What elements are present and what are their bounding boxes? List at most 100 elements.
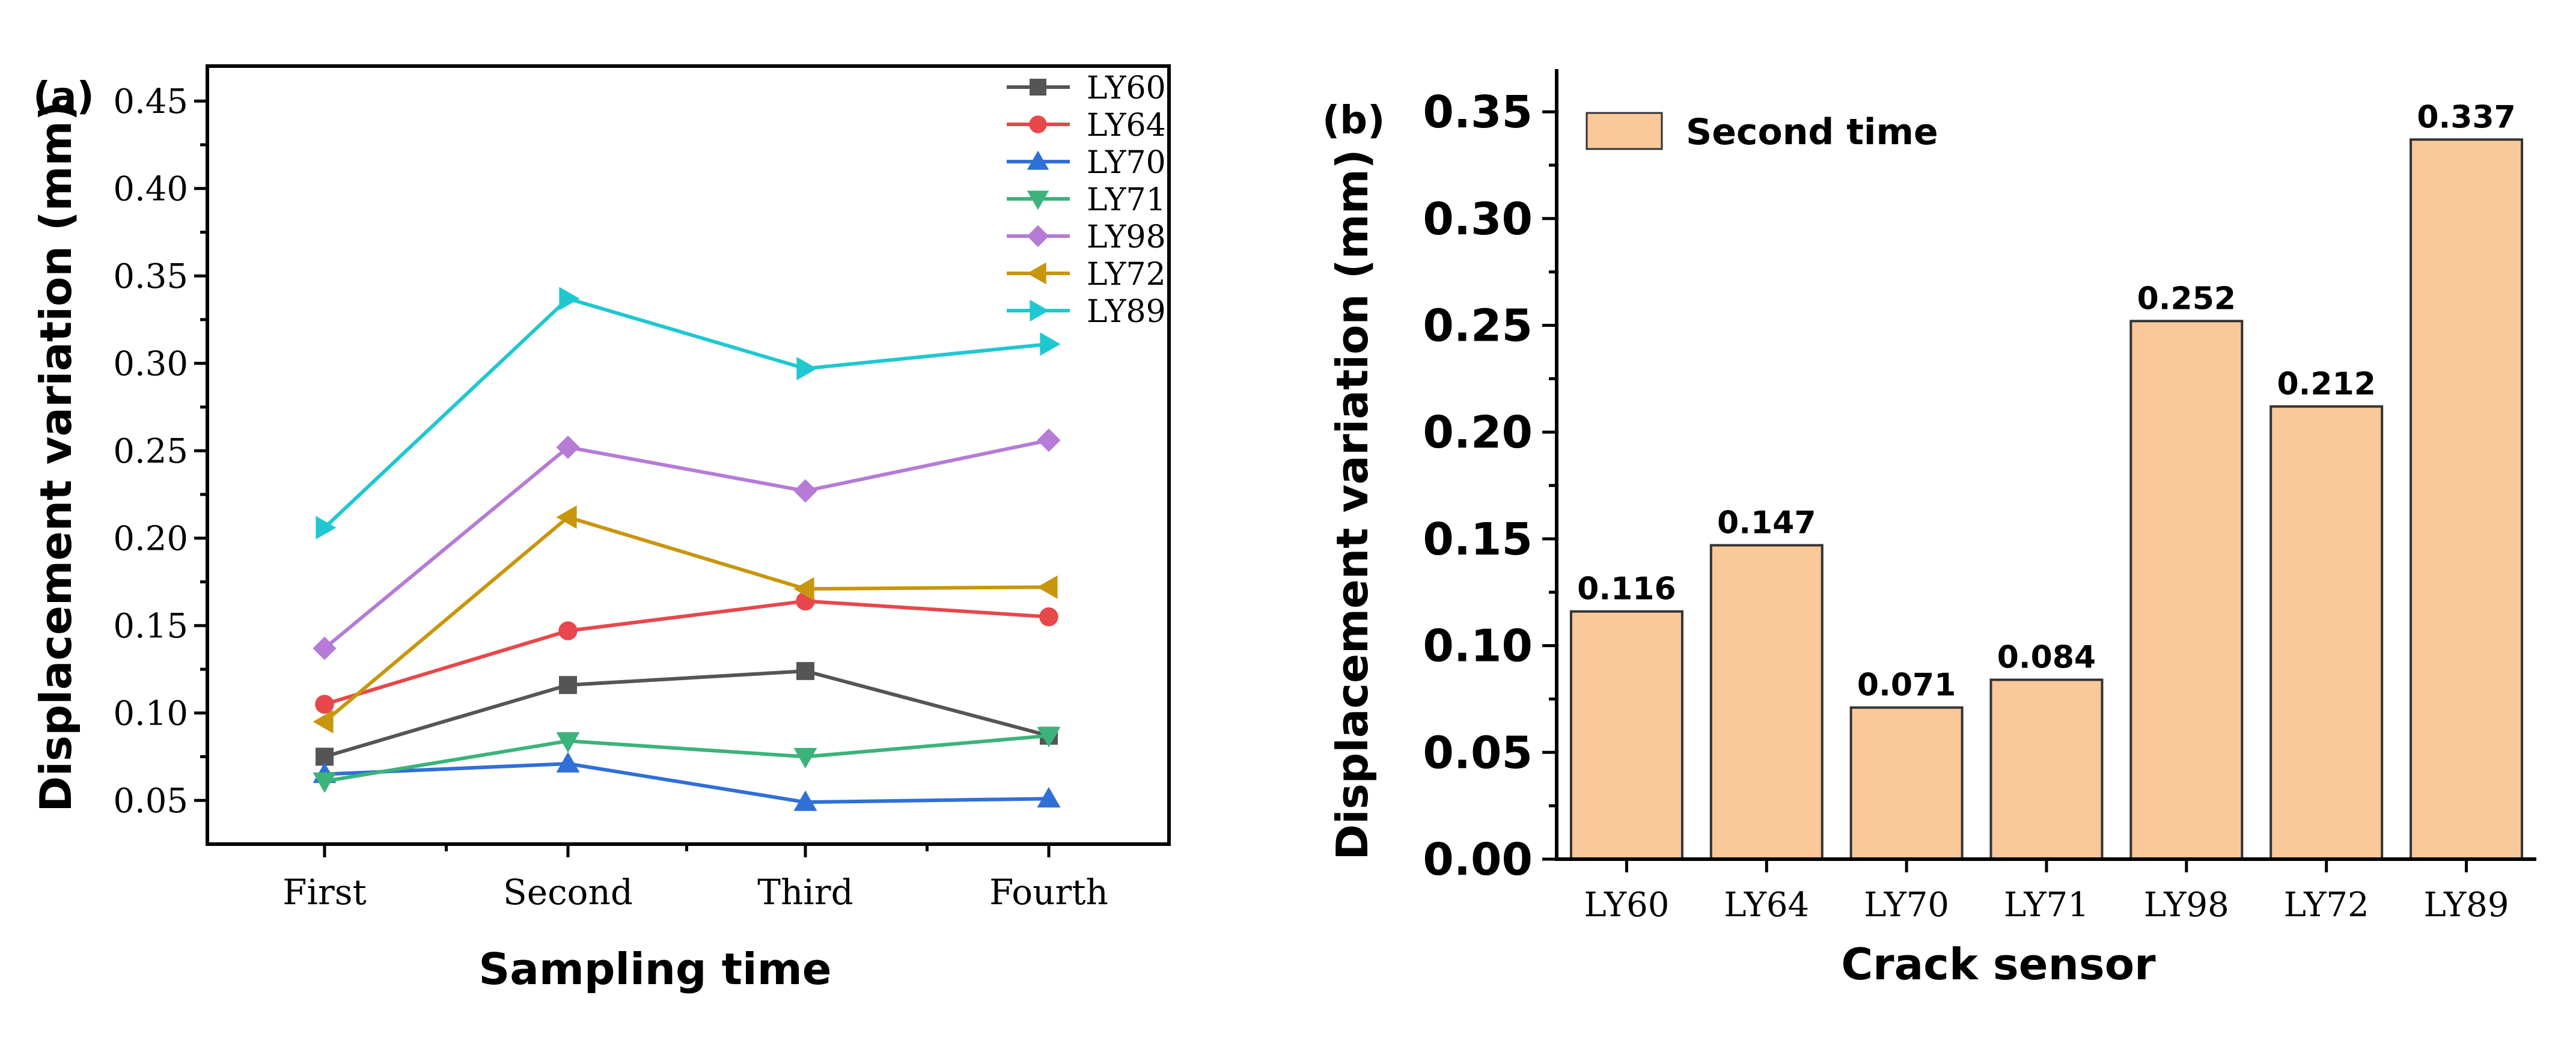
data-point-ly72 [793, 577, 814, 601]
panel-b-x-tick-label: LY71 [2004, 886, 2089, 925]
panel-a-y-axis-title: Displacement variation (mm) [31, 101, 81, 812]
series-ly72 [313, 505, 1058, 734]
panel-b-y-axis-title: Displacement variation (mm) [1327, 149, 1378, 860]
panel-b-x-tick-label: LY60 [1584, 886, 1670, 925]
data-point-ly71 [313, 772, 337, 793]
legend-label: LY89 [1087, 294, 1166, 330]
legend-marker [1029, 115, 1047, 133]
series-ly89 [316, 287, 1061, 540]
panel-b-y-tick-label: 0.00 [1423, 834, 1533, 886]
panel-b-y-tick-label: 0.15 [1423, 514, 1533, 565]
data-point-ly89 [1040, 332, 1061, 356]
data-point-ly70 [793, 790, 817, 811]
data-point-ly98 [1037, 428, 1061, 452]
legend-label: LY71 [1087, 182, 1166, 218]
legend-item-ly70: LY70 [1007, 145, 1166, 181]
panel-a-y-tick-label: 0.40 [113, 170, 188, 209]
bar-value-label: 0.084 [1997, 639, 2096, 675]
bar-ly70 [1849, 706, 1964, 860]
series-ly64 [315, 591, 1058, 714]
panel-b-x-tick-label: LY72 [2284, 886, 2369, 925]
series-ly98 [313, 428, 1061, 660]
data-point-ly72 [313, 710, 334, 734]
data-point-ly70 [1037, 786, 1061, 807]
data-point-ly71 [1037, 726, 1061, 748]
panel-b-y-tick-label: 0.30 [1423, 193, 1533, 245]
legend-item-ly60: LY60 [1007, 70, 1166, 106]
panel-b-y-tick-label: 0.05 [1423, 727, 1533, 779]
panel-a-y-tick-label: 0.45 [113, 82, 188, 121]
panel-b-y-tick-label: 0.10 [1423, 621, 1533, 672]
data-point-ly98 [313, 636, 337, 660]
legend-label: LY64 [1087, 108, 1166, 144]
series-line-ly64 [324, 599, 1049, 707]
series-ly71 [313, 726, 1061, 793]
panel-a-x-tick-label: First [282, 872, 367, 913]
data-point-ly60 [796, 661, 814, 680]
legend-label: LY60 [1087, 70, 1166, 106]
panel-a-x-axis-title: Sampling time [478, 944, 831, 994]
legend-marker [1027, 262, 1046, 285]
data-point-ly72 [556, 505, 577, 529]
bar-ly64 [1709, 544, 1824, 860]
data-point-ly72 [1037, 575, 1058, 599]
series-line-ly70 [324, 762, 1049, 804]
panel-b-y-tick-label: 0.20 [1423, 407, 1533, 458]
bar-ly71 [1989, 678, 2104, 860]
series-ly70 [313, 752, 1061, 811]
panel-a-y-tick-label: 0.35 [113, 257, 188, 296]
panel-a-label: (a) [33, 74, 94, 119]
data-point-ly71 [556, 732, 580, 753]
panel-a-x-tick-label: Second [503, 872, 633, 913]
panel-b-bar-chart: (b) 0.00 0.05 0.10 0.15 0.20 0.25 0.30 0.35 0.1… [1322, 69, 2536, 990]
bar-ly89 [2410, 138, 2524, 860]
data-point-ly89 [796, 356, 817, 380]
panel-a-plot-frame [206, 64, 1171, 846]
panel-b-x-tick-label: LY89 [2424, 886, 2509, 925]
panel-b-y-tick-label: 0.35 [1423, 87, 1533, 138]
legend-marker [1027, 225, 1049, 248]
legend-item-ly71: LY71 [1007, 182, 1166, 218]
series-line-ly71 [324, 734, 1049, 783]
bar-ly72 [2269, 405, 2384, 860]
panel-b-y-tick-label: 0.25 [1423, 300, 1533, 351]
panel-b-x-tick-label: LY70 [1864, 886, 1949, 925]
panel-b-legend-swatch [1586, 112, 1663, 150]
data-point-ly60 [559, 676, 577, 695]
panel-a-x-tick-label: Fourth [989, 872, 1108, 913]
data-point-ly64 [1039, 607, 1058, 627]
panel-b-label: (b) [1322, 99, 1385, 143]
legend-marker [1027, 150, 1049, 170]
panel-a-y-tick-label: 0.05 [113, 782, 188, 821]
series-line-ly60 [324, 669, 1049, 759]
bar-ly60 [1569, 610, 1683, 860]
data-point-ly98 [556, 435, 580, 459]
bar-value-label: 0.116 [1577, 571, 1676, 607]
data-point-ly89 [316, 515, 337, 540]
legend-label: LY72 [1087, 257, 1166, 293]
bar-value-label: 0.337 [2417, 99, 2515, 135]
bar-value-label: 0.071 [1857, 667, 1956, 704]
legend-marker [1030, 299, 1049, 322]
legend-marker [1030, 79, 1046, 96]
panel-b-legend: Second time [1586, 111, 1938, 153]
data-point-ly71 [793, 747, 817, 768]
panel-b-x-tick-label: LY98 [2144, 886, 2229, 925]
bar-value-label: 0.252 [2137, 281, 2236, 317]
bar-value-label: 0.147 [1717, 505, 1816, 541]
legend-item-ly89: LY89 [1007, 294, 1166, 330]
panel-a-y-tick-label: 0.20 [113, 520, 188, 559]
panel-b-x-tick-label: LY64 [1724, 886, 1809, 925]
panel-b-legend-label: Second time [1686, 111, 1938, 153]
panel-a-line-chart: (a) 0.05 0.10 0.15 0.20 0.25 0.30 0.35 0.40 0.45… [31, 64, 1171, 994]
panel-b-x-axis-title: Crack sensor [1841, 939, 2156, 990]
data-point-ly64 [315, 695, 334, 714]
data-point-ly98 [793, 479, 817, 503]
data-point-ly64 [558, 621, 578, 640]
series-line-ly98 [323, 438, 1049, 650]
panel-a-y-tick-label: 0.25 [113, 432, 188, 471]
bar-value-label: 0.212 [2277, 366, 2375, 403]
series-line-ly72 [323, 515, 1049, 723]
bar-ly98 [2129, 320, 2244, 860]
